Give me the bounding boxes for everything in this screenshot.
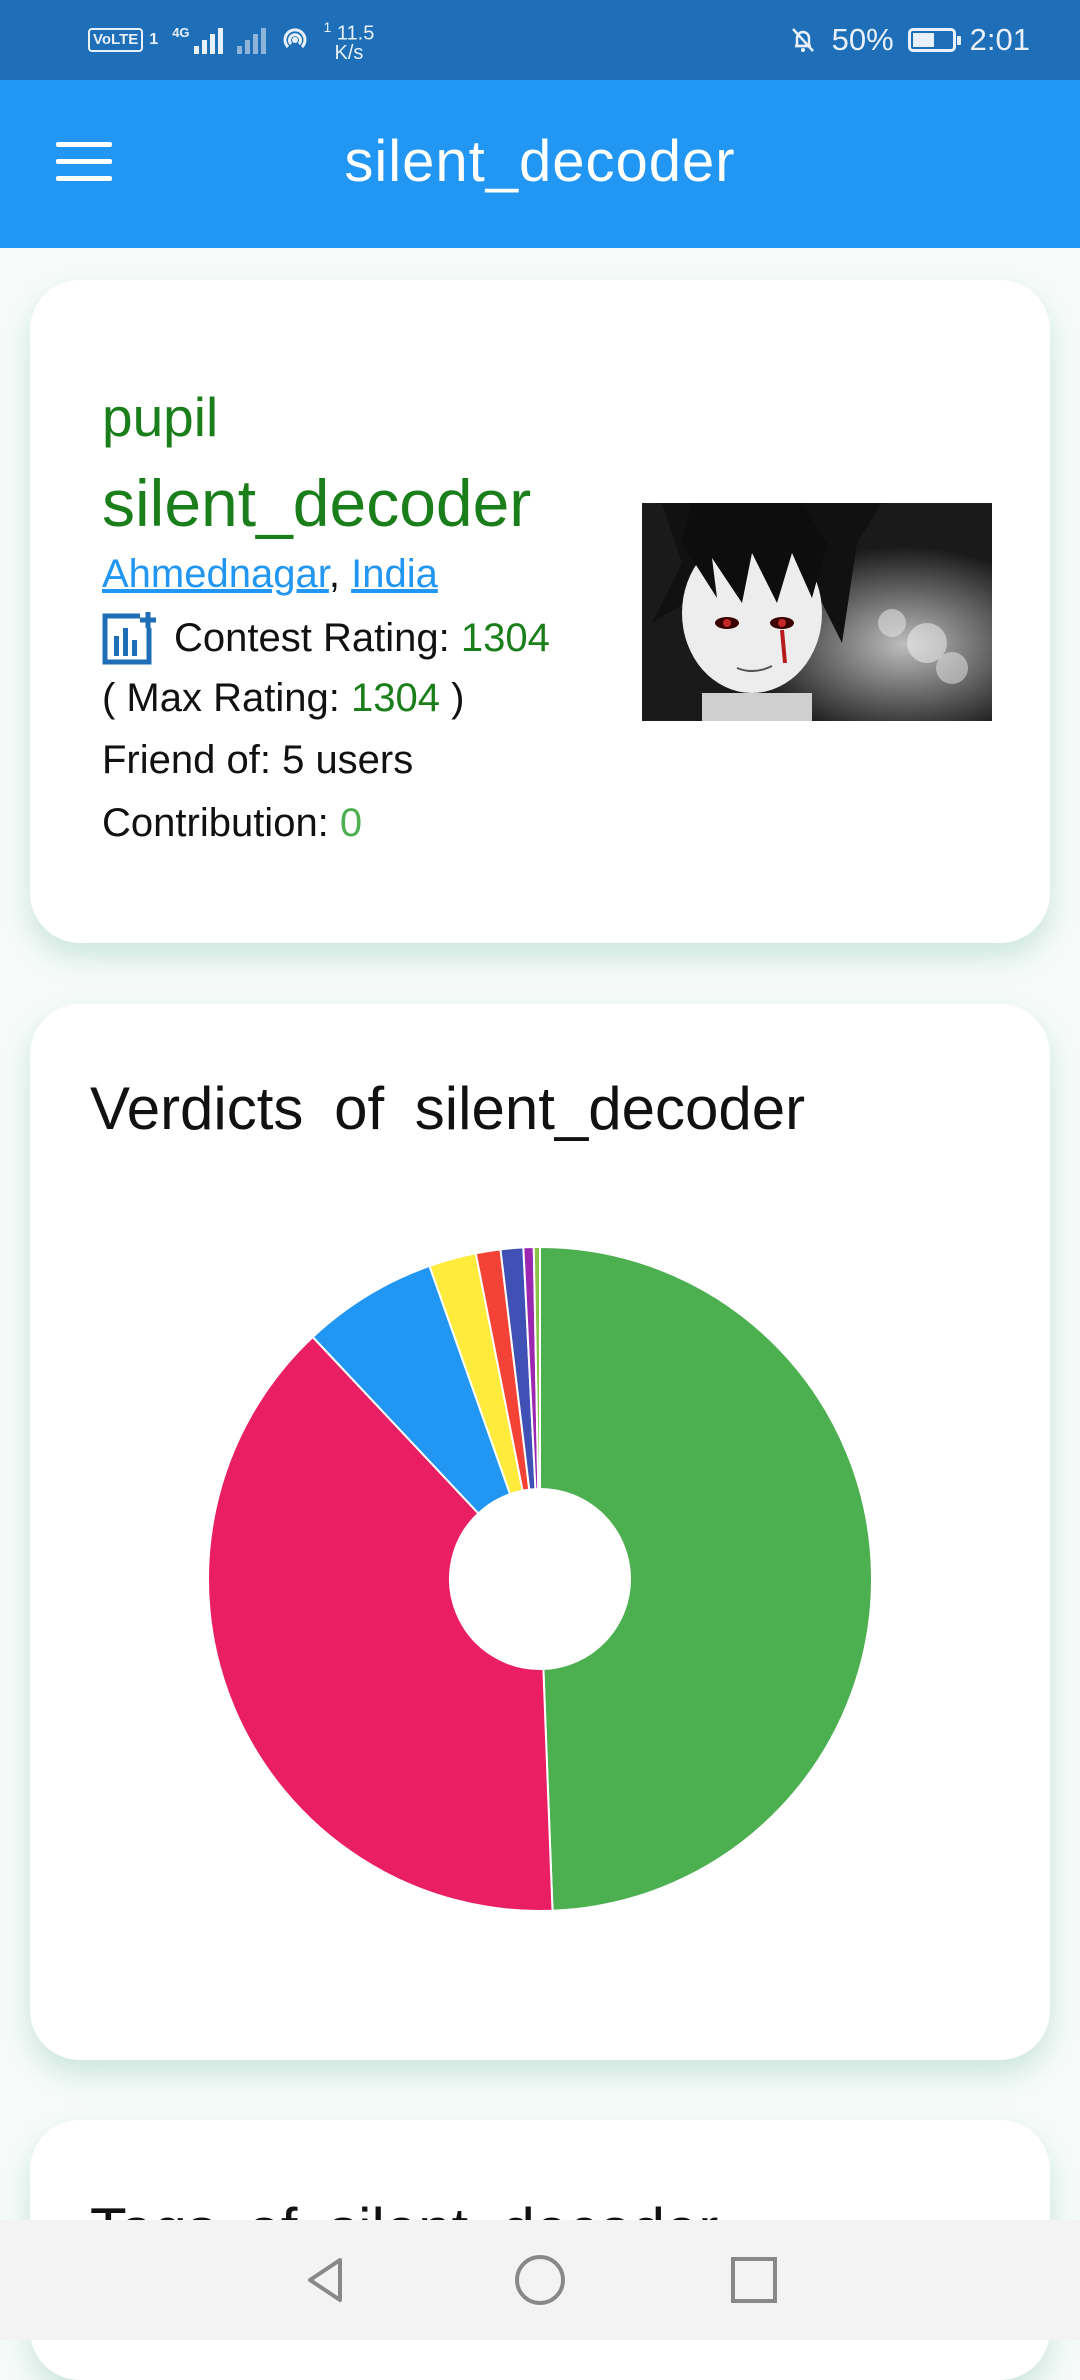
contribution: Contribution: 0 xyxy=(102,801,362,846)
hotspot-icon xyxy=(283,28,307,49)
rating-chart-icon xyxy=(102,612,156,665)
network-type: 4G xyxy=(172,24,190,40)
city-link[interactable]: Ahmednagar xyxy=(102,552,329,596)
battery-icon xyxy=(907,28,961,52)
home-circle-icon[interactable] xyxy=(512,2252,568,2308)
silent-bell-icon xyxy=(791,28,814,52)
max-rating-close: ) xyxy=(451,676,465,720)
donut-slice-2[interactable] xyxy=(311,1264,512,1515)
donut-slice-1[interactable] xyxy=(207,1335,554,1912)
avatar xyxy=(642,503,992,721)
speed-sup: 1 xyxy=(323,18,332,35)
sim-number: 1 xyxy=(149,31,159,48)
recents-square-icon[interactable] xyxy=(726,2252,782,2308)
contest-rating-row: Contest Rating: 1304 xyxy=(102,610,550,666)
verdicts-donut-chart xyxy=(207,1245,873,1912)
status-right: 50% 2:01 xyxy=(788,18,1030,62)
network-speed: 1 11.5 K/s xyxy=(324,17,375,64)
user-rank: pupil xyxy=(102,386,219,448)
friend-of: Friend of: 5 users xyxy=(102,738,414,782)
contest-rating-value: 1304 xyxy=(460,615,550,660)
country-link[interactable]: India xyxy=(351,552,438,596)
clock: 2:01 xyxy=(969,22,1030,57)
battery-percent: 50% xyxy=(831,22,894,57)
app-title: silent_decoder xyxy=(344,129,736,194)
system-nav-bar xyxy=(0,2220,1080,2340)
donut-slice-7[interactable] xyxy=(532,1245,541,1491)
app-bar: silent_decoder xyxy=(0,80,1080,248)
user-location: Ahmednagar, India xyxy=(102,552,438,597)
hamburger-menu-icon[interactable] xyxy=(56,142,112,184)
location-separator: , xyxy=(328,552,340,596)
status-bar: VoLTE 1 4G 1 11.5 K/s 50% 2:01 xyxy=(0,0,1080,80)
contest-rating-label: Contest Rating: xyxy=(174,615,450,660)
contribution-label: Contribution: xyxy=(102,801,329,845)
max-rating: ( Max Rating: 1304 ) xyxy=(102,676,464,721)
contribution-value: 0 xyxy=(339,801,363,845)
speed-unit: K/s xyxy=(334,42,364,65)
speed-value: 11.5 xyxy=(336,22,375,45)
status-left: VoLTE 1 4G 1 11.5 K/s xyxy=(88,17,375,64)
max-rating-value: 1304 xyxy=(350,676,440,720)
back-triangle-icon[interactable] xyxy=(298,2252,354,2308)
volte-badge: VoLTE xyxy=(88,28,144,52)
signal-icon xyxy=(193,26,223,54)
verdicts-title: Verdicts of silent_decoder xyxy=(90,1075,806,1142)
max-rating-label: ( Max Rating: xyxy=(102,676,340,720)
user-handle: silent_decoder xyxy=(102,466,532,540)
verdicts-card: Verdicts of silent_decoder xyxy=(30,1004,1050,2060)
donut-slice-0[interactable] xyxy=(539,1245,873,1912)
profile-card: pupil silent_decoder Ahmednagar, India C… xyxy=(30,280,1050,943)
signal-2-icon xyxy=(236,26,266,54)
